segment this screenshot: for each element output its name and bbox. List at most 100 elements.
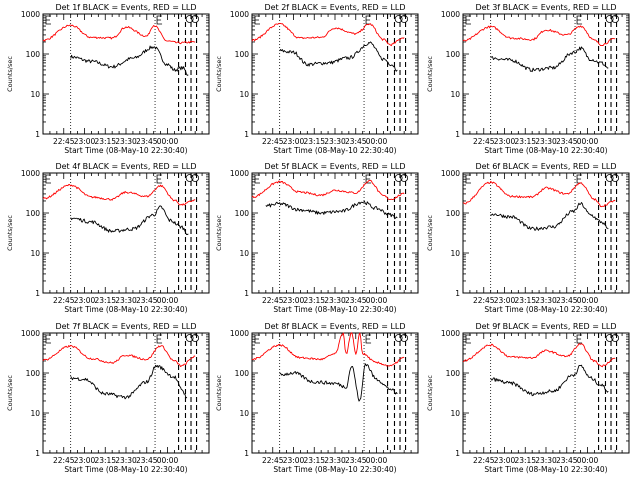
event-marker-icon — [254, 334, 260, 344]
panel-det-9: Det 9f BLACK = Events, RED = LLD Start Ti… — [426, 322, 630, 474]
event-marker-icon — [365, 15, 372, 25]
x-tick-label: 23:15 — [514, 137, 536, 146]
panel-title: Det 5f BLACK = Events, RED = LLD — [264, 162, 405, 171]
y-tick-label: 100 — [26, 209, 41, 218]
panel-title: Det 2f BLACK = Events, RED = LLD — [264, 3, 405, 12]
x-tick-label: 23:45 — [345, 296, 367, 305]
event-marker-icon — [576, 174, 583, 184]
y-tick-label: 1 — [244, 449, 249, 458]
y-tick-label: 100 — [446, 369, 461, 378]
events-series-line — [490, 202, 609, 231]
x-axis-title: Start Time (08-May-10 22:30:40) — [273, 465, 396, 474]
events-series-line — [279, 363, 398, 402]
plot-frame — [251, 172, 419, 294]
y-tick-label: 1 — [35, 289, 40, 298]
y-tick-label: 10 — [239, 249, 249, 258]
y-axis-title: Counts/sec — [215, 375, 223, 411]
y-axis-title: Counts/sec — [426, 56, 434, 92]
x-tick-label: 00:00 — [366, 137, 388, 146]
y-axis-title: Counts/sec — [6, 56, 14, 92]
y-axis-title: Counts/sec — [215, 56, 223, 92]
x-tick-label: 23:15 — [303, 137, 325, 146]
x-tick-label: 22:45 — [53, 137, 75, 146]
x-tick-label: 00:00 — [366, 456, 388, 465]
event-marker-icon — [156, 174, 163, 184]
x-tick-label: 23:00 — [494, 296, 516, 305]
event-circle-icon — [400, 174, 409, 182]
events-series-line — [70, 364, 188, 400]
x-tick-label: 00:00 — [157, 296, 179, 305]
panel-title: Det 3f BLACK = Events, RED = LLD — [475, 3, 616, 12]
x-tick-label: 23:30 — [115, 296, 137, 305]
event-circle-icon — [394, 334, 403, 342]
y-tick-label: 10 — [450, 90, 460, 99]
panel-det-4: Det 4f BLACK = Events, RED = LLD Start Ti… — [6, 162, 210, 314]
x-tick-label: 23:30 — [115, 456, 137, 465]
x-tick-label: 23:15 — [303, 296, 325, 305]
event-marker-icon — [254, 15, 260, 25]
y-tick-label: 10 — [239, 90, 249, 99]
event-marker-icon — [45, 174, 51, 184]
event-circle-icon — [185, 334, 194, 342]
lld-series-line — [462, 25, 616, 47]
x-tick-label: 23:00 — [283, 296, 305, 305]
y-tick-label: 100 — [235, 50, 250, 59]
x-tick-label: 23:15 — [303, 456, 325, 465]
event-marker-icon — [465, 174, 471, 184]
x-tick-label: 22:45 — [262, 137, 284, 146]
y-tick-label: 100 — [446, 50, 461, 59]
event-circle-icon — [191, 174, 200, 182]
event-circle-icon — [185, 15, 194, 23]
x-tick-label: 23:45 — [556, 456, 578, 465]
panel-title: Det 4f BLACK = Events, RED = LLD — [55, 162, 196, 171]
event-marker-icon — [576, 15, 583, 25]
x-tick-label: 22:45 — [53, 456, 75, 465]
event-marker-icon — [365, 174, 372, 184]
y-axis-title: Counts/sec — [426, 375, 434, 411]
event-marker-icon — [365, 334, 372, 344]
event-circle-icon — [394, 15, 403, 23]
event-marker-icon — [156, 15, 163, 25]
x-tick-label: 00:00 — [157, 456, 179, 465]
panel-det-6: Det 6f BLACK = Events, RED = LLD Start Ti… — [426, 162, 630, 314]
x-axis-title: Start Time (08-May-10 22:30:40) — [484, 146, 607, 155]
plot-frame — [462, 172, 630, 294]
x-tick-label: 00:00 — [577, 456, 599, 465]
event-circle-icon — [605, 334, 614, 342]
y-tick-label: 100 — [235, 369, 250, 378]
x-tick-label: 23:00 — [283, 456, 305, 465]
x-tick-label: 00:00 — [366, 296, 388, 305]
panel-det-3: Det 3f BLACK = Events, RED = LLD Start Ti… — [426, 3, 630, 155]
x-tick-label: 23:30 — [535, 296, 557, 305]
y-tick-label: 10 — [30, 249, 40, 258]
panel-det-8: Det 8f BLACK = Events, RED = LLD Start Ti… — [215, 322, 419, 474]
x-tick-label: 23:15 — [514, 456, 536, 465]
y-tick-label: 100 — [446, 209, 461, 218]
y-tick-label: 1 — [244, 130, 249, 139]
lld-series-line — [42, 183, 196, 206]
x-tick-label: 23:30 — [535, 456, 557, 465]
x-axis-title: Start Time (08-May-10 22:30:40) — [64, 305, 187, 314]
panel-title: Det 6f BLACK = Events, RED = LLD — [475, 162, 616, 171]
x-tick-label: 22:45 — [473, 137, 495, 146]
plot-frame — [251, 332, 419, 454]
x-tick-label: 23:00 — [74, 296, 96, 305]
y-axis-title: Counts/sec — [215, 215, 223, 251]
y-axis-title: Counts/sec — [426, 215, 434, 251]
events-series-line — [265, 200, 398, 220]
lld-series-line — [251, 22, 405, 47]
x-tick-label: 00:00 — [577, 137, 599, 146]
y-axis-title: Counts/sec — [6, 215, 14, 251]
panel-det-5: Det 5f BLACK = Events, RED = LLD Start Ti… — [215, 162, 419, 314]
y-tick-label: 1000 — [441, 329, 460, 338]
x-axis-title: Start Time (08-May-10 22:30:40) — [273, 146, 396, 155]
lld-series-line — [251, 179, 405, 201]
x-tick-label: 23:00 — [494, 137, 516, 146]
events-series-line — [70, 205, 189, 236]
x-tick-label: 23:45 — [136, 137, 158, 146]
events-series-line — [279, 41, 398, 72]
x-axis-title: Start Time (08-May-10 22:30:40) — [64, 465, 187, 474]
x-axis-title: Start Time (08-May-10 22:30:40) — [273, 305, 396, 314]
event-marker-icon — [45, 15, 51, 25]
